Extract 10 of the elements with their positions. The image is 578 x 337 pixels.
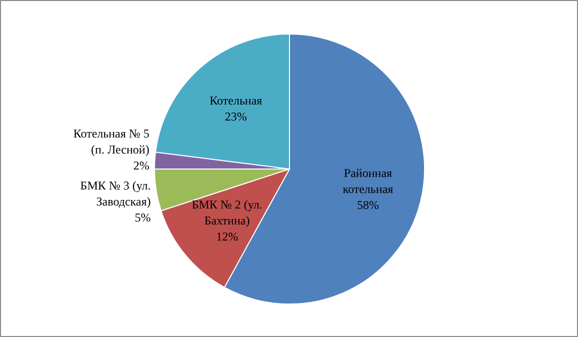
slice-label: БМК № 2 (ул. Бахтина): [192, 197, 262, 228]
data-label: 12%: [216, 230, 238, 244]
data-label: 5%: [134, 210, 151, 225]
slice-label: Котельная № 5 (п. Лесной): [73, 126, 150, 157]
data-label: 23%: [224, 109, 247, 124]
slice-label: БМК № 3 (ул. Заводская): [80, 178, 151, 209]
slice-label: Районная котельная: [342, 166, 394, 196]
data-label: 58%: [356, 198, 379, 212]
slice-label: Котельная: [210, 93, 263, 108]
data-label: 2%: [133, 158, 150, 173]
